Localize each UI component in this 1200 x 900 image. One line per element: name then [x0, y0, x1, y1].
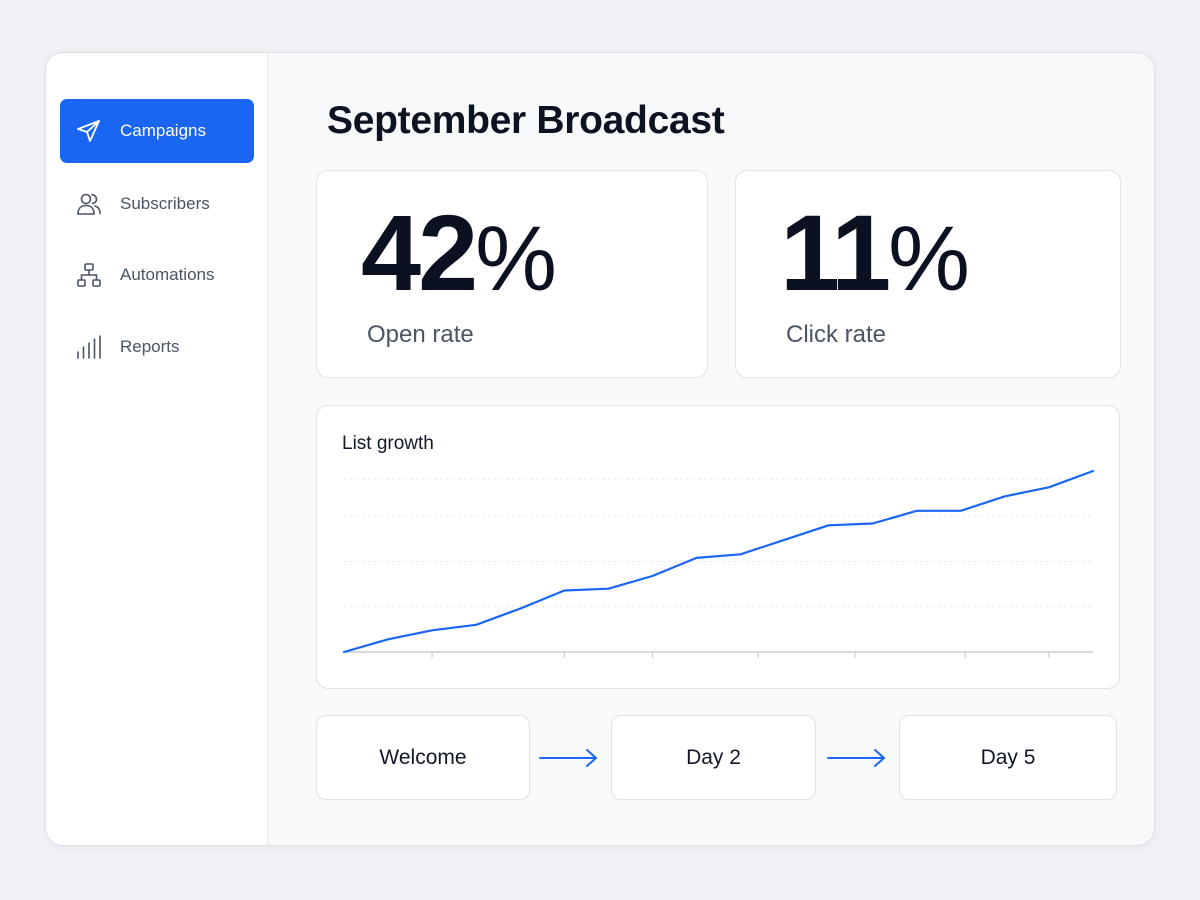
flow-step-welcome[interactable]: Welcome [316, 715, 530, 800]
sidebar-item-label: Subscribers [120, 194, 210, 213]
sidebar-item-reports[interactable]: Reports [60, 315, 254, 379]
sidebar: Campaigns Subscribers [46, 53, 268, 845]
chart-title: List growth [342, 433, 434, 454]
sidebar-item-campaigns[interactable]: Campaigns [60, 99, 254, 163]
open-rate-card: 42% Open rate [316, 170, 708, 378]
sidebar-item-label: Campaigns [120, 121, 206, 140]
list-growth-card: List growth [316, 405, 1120, 689]
list-growth-series-line [342, 469, 1095, 654]
users-icon [74, 189, 104, 219]
bar-chart-icon [74, 332, 104, 362]
sidebar-item-label: Automations [120, 265, 215, 284]
sidebar-item-label: Reports [120, 337, 180, 356]
list-growth-chart [342, 469, 1095, 658]
workflow-icon [74, 260, 104, 290]
flow-step-day-5[interactable]: Day 5 [899, 715, 1117, 800]
sidebar-item-subscribers[interactable]: Subscribers [60, 172, 254, 236]
click-rate-label: Click rate [786, 321, 887, 348]
page-title: September Broadcast [327, 99, 725, 142]
flow-step-day-2[interactable]: Day 2 [611, 715, 816, 800]
open-rate-label: Open rate [367, 321, 474, 348]
open-rate-value: 42% [361, 192, 557, 313]
arrow-right-icon [539, 749, 597, 767]
arrow-right-icon [827, 749, 885, 767]
app-window: Campaigns Subscribers [45, 52, 1155, 846]
click-rate-card: 11% Click rate [735, 170, 1121, 378]
click-rate-value: 11% [780, 192, 970, 313]
send-icon [74, 116, 104, 146]
sidebar-item-automations[interactable]: Automations [60, 243, 254, 307]
